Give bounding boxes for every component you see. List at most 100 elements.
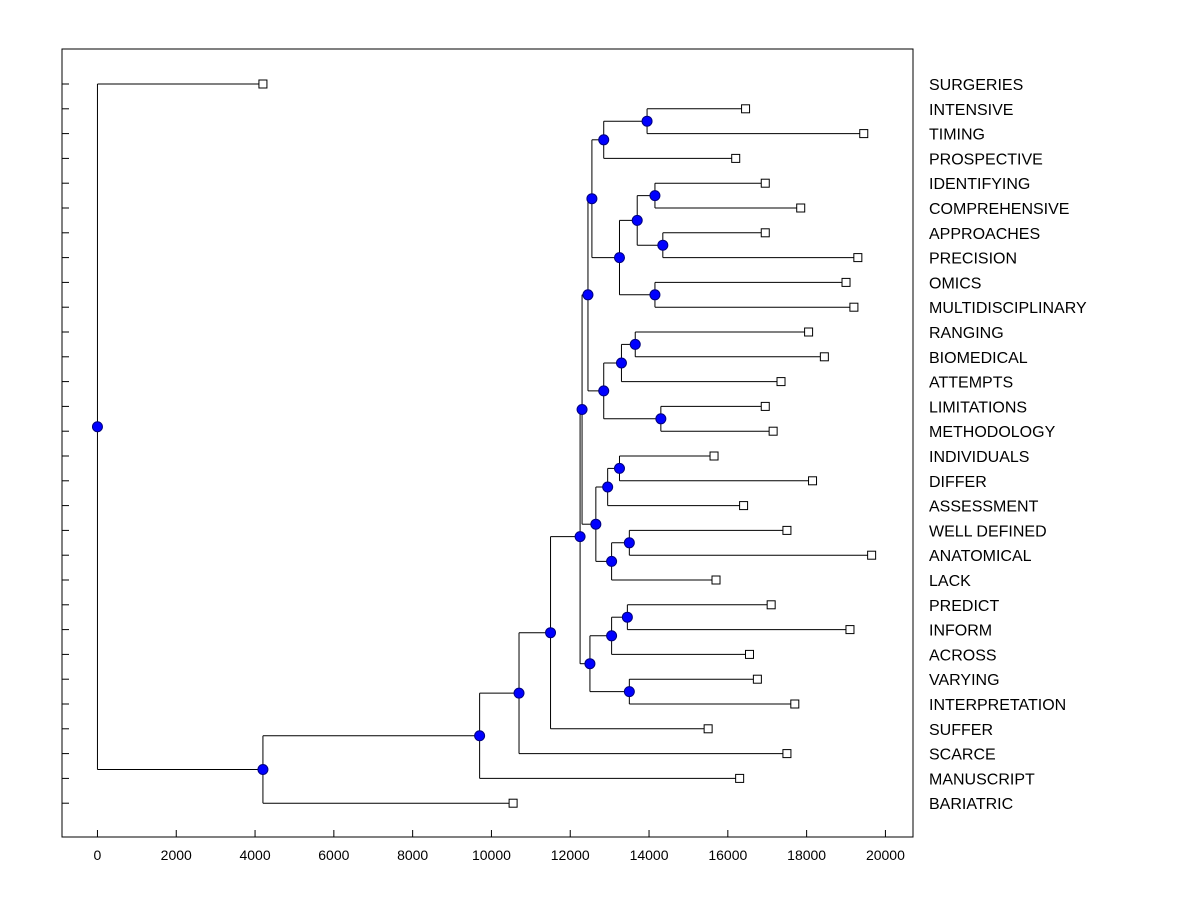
x-tick-label: 18000 [787,847,826,863]
merge-node-n5 [631,214,643,226]
leaf-marker-anatomical [867,550,877,560]
merge-node-n2 [598,134,610,146]
leaf-label-timing: TIMING [929,127,985,144]
leaf-label-interpretation: INTERPRETATION [929,697,1066,714]
merge-node-n7 [613,252,625,264]
leaf-marker-identifying [760,178,770,188]
leaf-label-assessment: ASSESSMENT [929,499,1039,516]
merge-node-n12 [598,385,610,397]
merge-node-n14 [613,462,625,474]
merge-node-n13 [582,289,594,301]
leaf-marker-intensive [741,104,751,114]
leaf-marker-multidisciplinary [849,302,859,312]
merge-nodes [91,115,669,775]
leaf-label-bariatric: BARIATRIC [929,796,1013,813]
leaf-marker-across [744,649,754,659]
x-tick-label: 14000 [630,847,669,863]
leaf-label-intensive: INTENSIVE [929,102,1013,119]
leaf-marker-comprehensive [796,203,806,213]
leaf-label-manuscript: MANUSCRIPT [929,771,1035,788]
leaf-marker-surgeries [258,79,268,89]
leaf-marker-limitations [760,401,770,411]
plot-frame [61,48,914,838]
leaf-label-scarce: SCARCE [929,747,996,764]
merge-node-n22 [623,686,635,698]
x-tick-label: 0 [94,847,102,863]
merge-node-n3 [649,190,661,202]
leaf-label-inform: INFORM [929,623,992,640]
leaf-label-methodology: METHODOLOGY [929,424,1056,441]
leaf-marker-suffer [703,724,713,734]
leaf-label-omics: OMICS [929,275,981,292]
merge-node-n10 [615,357,627,369]
leaf-marker-ranging [804,327,814,337]
leaf-label-lack: LACK [929,573,971,590]
leaf-marker-timing [859,129,869,139]
leaf-label-prospective: PROSPECTIVE [929,151,1043,168]
leaf-label-identifying: IDENTIFYING [929,176,1030,193]
leaf-marker-biomedical [819,352,829,362]
merge-node-n16 [623,537,635,549]
merge-node-n1 [641,115,653,127]
leaf-marker-interpretation [790,699,800,709]
x-tick-label: 20000 [866,847,905,863]
leaf-label-limitations: LIMITATIONS [929,399,1027,416]
merge-node-n29 [91,421,103,433]
x-tick-label: 16000 [708,847,747,863]
leaf-labels: SURGERIES INTENSIVE TIMING PROSPECTIVE IDENT… [929,77,1087,813]
x-tick-label: 10000 [472,847,511,863]
merge-node-n26 [513,687,525,699]
dendrogram-links [96,83,872,804]
merge-node-n23 [584,658,596,670]
leaf-label-predict: PREDICT [929,598,999,615]
x-axis: 0 2000 4000 6000 8000 10000 12000 14000 16000 180… [94,830,905,863]
leaf-marker-manuscript [735,773,745,783]
leaf-marker-lack [711,575,721,585]
leaf-label-comprehensive: COMPREHENSIVE [929,201,1069,218]
leaf-label-suffer: SUFFER [929,722,993,739]
leaf-marker-approaches [760,228,770,238]
leaf-marker-scarce [782,749,792,759]
leaf-marker-differ [808,476,818,486]
leaf-marker-inform [845,625,855,635]
leaf-marker-individuals [709,451,719,461]
leaf-marker-precision [853,253,863,263]
leaf-markers [258,79,877,808]
x-tick-label: 8000 [397,847,428,863]
merge-node-n9 [629,338,641,350]
leaf-marker-predict [766,600,776,610]
merge-node-n27 [474,730,486,742]
merge-node-n8 [586,193,598,205]
merge-node-n28 [257,763,269,775]
x-tick-label: 12000 [551,847,590,863]
leaf-label-across: ACROSS [929,647,997,664]
leaf-label-well-defined: WELL DEFINED [929,523,1047,540]
merge-node-n6 [649,289,661,301]
y-ticks [62,83,69,804]
leaf-label-approaches: APPROACHES [929,226,1040,243]
merge-node-n19 [576,404,588,415]
leaf-marker-prospective [731,153,741,163]
leaf-label-surgeries: SURGERIES [929,77,1023,94]
merge-node-n11 [655,413,667,425]
leaf-marker-omics [841,277,851,287]
leaf-marker-methodology [768,426,778,436]
merge-node-n25 [545,627,557,639]
leaf-label-differ: DIFFER [929,474,987,491]
leaf-label-individuals: INDIVIDUALS [929,449,1029,466]
leaf-marker-assessment [739,501,749,511]
x-tick-label: 2000 [161,847,192,863]
merge-node-n20 [621,611,633,623]
leaf-marker-well-defined [782,525,792,535]
x-tick-label: 6000 [318,847,349,863]
leaf-label-attempts: ATTEMPTS [929,375,1013,392]
merge-node-n21 [606,630,618,642]
merge-node-n18 [590,518,602,530]
leaf-marker-attempts [776,377,786,387]
x-tick-label: 4000 [239,847,270,863]
leaf-label-anatomical: ANATOMICAL [929,548,1032,565]
leaf-marker-varying [752,674,762,684]
merge-node-n17 [606,555,618,567]
merge-node-n24 [574,531,586,543]
